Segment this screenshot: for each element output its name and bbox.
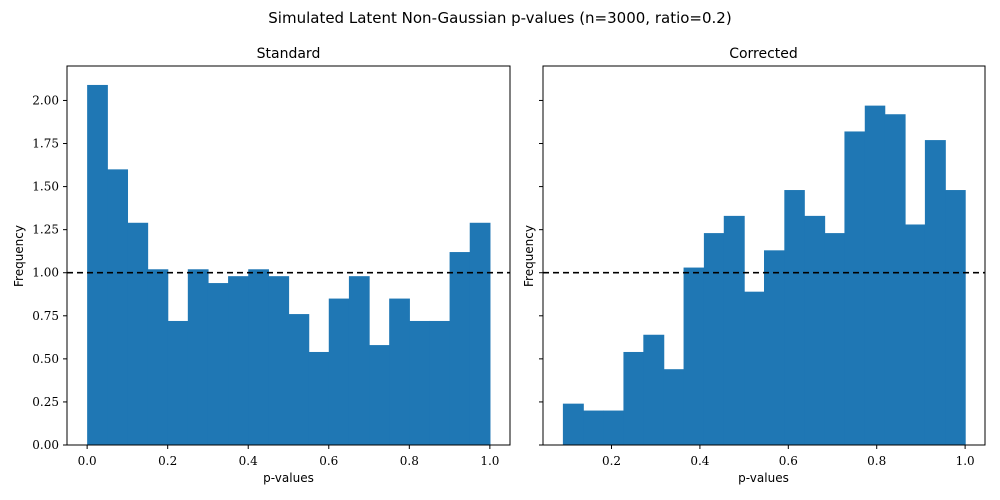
histogram-bar-7 <box>703 233 725 445</box>
histogram-bar-7 <box>228 276 249 445</box>
axes-border <box>66 65 511 446</box>
histogram-bar-13 <box>348 276 370 445</box>
histogram-bar-12 <box>804 215 826 445</box>
y-tick-label: 0.25 <box>32 395 59 409</box>
axes-border <box>542 65 986 446</box>
y-tick-label: 1.50 <box>32 180 59 194</box>
histogram-bar-19 <box>945 190 966 445</box>
histogram-bar-2 <box>127 222 149 445</box>
x-tick-label: 0.6 <box>319 454 338 468</box>
histogram-bar-11 <box>308 351 330 445</box>
histogram-bars <box>87 84 491 446</box>
axes-frame <box>542 65 986 446</box>
histogram-bar-9 <box>744 291 765 445</box>
x-tick-label: 0.6 <box>779 454 798 468</box>
histogram-bar-12 <box>328 298 350 445</box>
axes-frame <box>66 65 511 446</box>
histogram-bar-3 <box>623 351 644 445</box>
x-tick-label: 1.0 <box>480 454 499 468</box>
histogram-bar-16 <box>884 114 906 446</box>
histogram-bar-15 <box>389 298 410 445</box>
y-axis-ticks <box>539 99 543 446</box>
y-tick-label: 1.75 <box>32 137 59 151</box>
histogram-bar-2 <box>603 410 625 445</box>
x-tick-label: 0.4 <box>239 454 258 468</box>
x-tick-label: 0.2 <box>602 454 621 468</box>
histogram-bar-6 <box>207 283 229 445</box>
x-tick-label: 1.0 <box>956 454 975 468</box>
histogram-bar-1 <box>107 169 129 446</box>
histogram-bar-3 <box>147 269 169 445</box>
histogram-bar-17 <box>429 320 451 445</box>
y-tick-label: 1.25 <box>32 223 59 237</box>
histogram-bar-1 <box>583 410 604 445</box>
histogram-bar-10 <box>764 250 785 445</box>
histogram-bar-0 <box>562 403 584 445</box>
histogram-bar-19 <box>469 222 491 445</box>
x-tick-label: 0.0 <box>78 454 97 468</box>
x-tick-label: 0.4 <box>690 454 709 468</box>
histogram-bar-11 <box>784 190 805 445</box>
histogram-bar-9 <box>268 276 290 445</box>
y-tick-label: 0.75 <box>32 309 59 323</box>
x-axis-ticks: 0.2 0.4 0.6 0.8 1.0 <box>602 445 975 468</box>
panel-corrected: Corrected 0.2 0.4 0.6 0.8 1.0 p-values Frequ… <box>522 46 986 485</box>
histogram-bars <box>562 105 966 446</box>
histogram-bar-14 <box>369 345 390 445</box>
x-tick-label: 0.2 <box>158 454 177 468</box>
x-axis-label: p-values <box>263 471 314 485</box>
histogram-bar-15 <box>864 105 886 446</box>
panel-title: Corrected <box>729 46 798 62</box>
histogram-bar-16 <box>409 320 431 445</box>
histogram-bar-10 <box>288 314 310 445</box>
panel-standard: Standard 0.0 0.2 0.4 0.6 0.8 1.0 0.00 0.25 0.50… <box>12 46 511 485</box>
x-tick-label: 0.8 <box>400 454 419 468</box>
histogram-bar-4 <box>167 320 189 445</box>
histogram-bar-4 <box>643 334 665 445</box>
y-axis-label: Frequency <box>12 225 26 287</box>
histogram-bar-8 <box>248 269 269 445</box>
histogram-bar-5 <box>187 269 209 445</box>
x-axis-label: p-values <box>738 471 789 485</box>
histogram-bar-17 <box>905 224 926 445</box>
histogram-bar-13 <box>824 233 846 445</box>
histogram-bar-8 <box>723 215 745 445</box>
histogram-bar-6 <box>683 267 705 445</box>
y-tick-label: 0.00 <box>32 438 59 452</box>
histogram-bar-14 <box>844 131 866 445</box>
figure-title: Simulated Latent Non-Gaussian p-values (… <box>268 9 731 27</box>
histogram-bar-5 <box>663 369 685 445</box>
x-tick-label: 0.8 <box>867 454 886 468</box>
y-tick-label: 2.00 <box>32 93 59 107</box>
histogram-bar-18 <box>449 252 471 445</box>
histogram-bar-18 <box>924 140 946 445</box>
y-axis-ticks: 0.00 0.25 0.50 0.75 1.00 1.25 1.50 1.75 2.00 <box>32 93 67 452</box>
y-tick-label: 0.50 <box>32 352 59 366</box>
y-axis-label: Frequency <box>522 225 536 287</box>
panel-title: Standard <box>257 46 321 62</box>
x-axis-ticks: 0.0 0.2 0.4 0.6 0.8 1.0 <box>78 445 499 468</box>
histogram-bar-0 <box>87 84 108 445</box>
y-tick-label: 1.00 <box>32 266 59 280</box>
